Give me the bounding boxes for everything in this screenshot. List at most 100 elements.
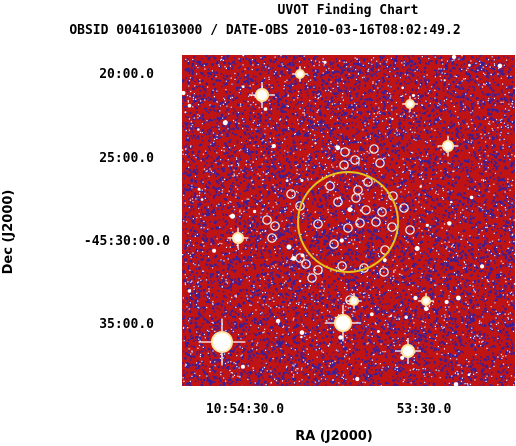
faint-star	[404, 315, 408, 319]
faint-star	[275, 318, 281, 324]
faint-star	[314, 142, 317, 145]
faint-star	[184, 111, 187, 114]
source-marker	[375, 158, 385, 168]
faint-star	[411, 94, 415, 97]
faint-star	[335, 145, 341, 151]
source-marker	[329, 239, 339, 249]
source-marker	[387, 222, 397, 232]
chart-title: UVOT Finding Chart	[278, 3, 419, 18]
faint-star	[369, 312, 374, 317]
faint-star	[242, 55, 245, 57]
faint-star	[271, 144, 276, 148]
source-marker	[301, 259, 311, 269]
source-marker	[379, 267, 389, 277]
faint-star	[197, 187, 201, 191]
faint-star	[291, 256, 296, 261]
source-marker	[325, 181, 335, 191]
source-marker	[377, 207, 387, 217]
source-marker	[333, 197, 343, 207]
source-marker	[286, 189, 296, 199]
faint-star	[382, 258, 387, 263]
faint-star	[414, 246, 420, 251]
source-marker	[369, 144, 379, 154]
x-axis-label: RA (J2000)	[295, 429, 373, 444]
faint-star	[300, 335, 303, 339]
star-layer	[182, 55, 503, 386]
faint-star	[444, 300, 449, 304]
source-marker	[307, 273, 317, 283]
faint-star	[323, 60, 327, 64]
faint-star	[497, 63, 503, 69]
source-marker	[295, 253, 305, 263]
faint-star	[298, 279, 302, 283]
faint-star	[480, 264, 485, 269]
faint-star	[299, 330, 305, 335]
source-marker	[267, 233, 277, 243]
source-marker	[350, 155, 360, 165]
y-tick-label: 20:00.0	[99, 67, 154, 82]
source-marker	[405, 225, 415, 235]
source-marker	[339, 160, 349, 170]
faint-star	[450, 200, 453, 204]
faint-star	[468, 63, 471, 67]
faint-star	[216, 340, 219, 343]
bright-star	[444, 142, 452, 150]
y-tick-label: 25:00.0	[99, 151, 154, 166]
bright-star	[423, 298, 429, 304]
noise-blue	[182, 55, 515, 386]
faint-star	[197, 128, 200, 131]
noise-layer	[182, 55, 515, 386]
faint-star	[240, 364, 245, 369]
faint-star	[339, 238, 344, 243]
faint-star	[253, 209, 257, 214]
source-marker	[340, 147, 350, 157]
faint-star	[355, 376, 360, 382]
source-marker	[343, 223, 353, 233]
faint-star	[413, 295, 418, 301]
bright-star	[407, 101, 413, 107]
faint-star	[391, 117, 394, 121]
bright-star	[403, 346, 413, 356]
faint-star	[285, 179, 289, 183]
faint-star	[327, 344, 330, 347]
source-marker	[399, 203, 409, 213]
faint-star	[182, 90, 186, 96]
faint-star	[467, 373, 471, 377]
faint-star	[425, 223, 429, 227]
source-marker	[361, 205, 371, 215]
faint-star	[456, 295, 461, 301]
source-marker	[262, 215, 272, 225]
faint-star	[300, 179, 304, 182]
faint-star	[389, 315, 392, 318]
bright-star	[257, 90, 267, 100]
source-markers	[262, 144, 415, 305]
y-tick-label: -45:30:00.0	[84, 234, 170, 249]
faint-star	[451, 55, 457, 60]
faint-star	[453, 382, 459, 386]
faint-star	[222, 120, 228, 126]
source-marker	[355, 218, 365, 228]
x-tick-label: 53:30.0	[397, 402, 452, 417]
bright-star	[213, 333, 231, 351]
source-marker	[313, 219, 323, 229]
faint-star	[400, 355, 405, 360]
source-marker	[371, 217, 381, 227]
faint-star	[469, 195, 474, 200]
faint-star	[200, 198, 204, 201]
chart-subtitle: OBSID 00416103000 / DATE-OBS 2010-03-16T…	[69, 23, 460, 38]
bright-star	[297, 71, 303, 77]
y-tick-label: 35:00.0	[99, 317, 154, 332]
faint-star	[187, 289, 192, 293]
source-marker	[345, 295, 355, 305]
faint-star	[443, 79, 446, 82]
faint-star	[401, 86, 405, 90]
faint-star	[187, 103, 192, 108]
source-marker	[363, 177, 373, 187]
faint-star	[229, 213, 236, 219]
source-marker	[270, 221, 280, 231]
source-marker	[351, 193, 361, 203]
faint-star	[338, 335, 343, 340]
faint-star	[419, 185, 422, 188]
faint-star	[242, 85, 245, 88]
